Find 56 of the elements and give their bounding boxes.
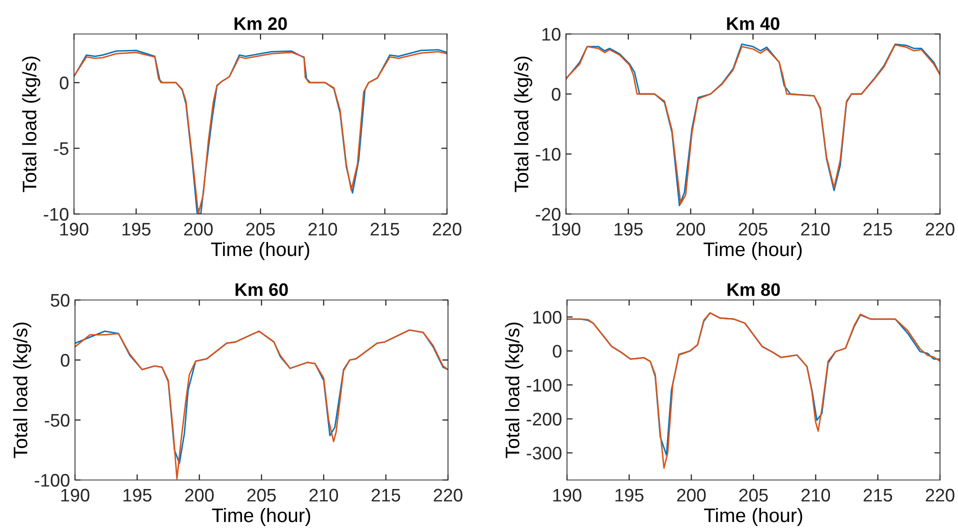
chart-title: Km 40 bbox=[727, 17, 780, 30]
x-tick-label: 195 bbox=[122, 222, 150, 236]
x-tick-label: 205 bbox=[246, 222, 275, 236]
x-tick-label: 220 bbox=[434, 488, 462, 502]
y-tick-label: 0 bbox=[552, 344, 562, 358]
x-tick-label: 210 bbox=[801, 222, 830, 236]
chart-title: Km 60 bbox=[236, 283, 288, 296]
y-tick-label: 0 bbox=[60, 76, 68, 90]
x-axis-title: Time (hour) bbox=[211, 242, 310, 260]
x-tick-label: 220 bbox=[926, 488, 954, 502]
x-tick-label: 215 bbox=[864, 222, 892, 236]
y-axis-title: Total load (kg/s) bbox=[505, 322, 524, 458]
x-axis-title: Time (hour) bbox=[704, 508, 802, 526]
x-tick-label: 220 bbox=[432, 222, 462, 236]
y-tick-label: -200 bbox=[526, 412, 562, 426]
x-axis-title: Time (hour) bbox=[212, 508, 310, 526]
x-tick-label: 210 bbox=[802, 488, 830, 502]
y-tick-label: -20 bbox=[536, 208, 560, 221]
x-tick-label: 210 bbox=[310, 488, 338, 502]
y-tick-label: 10 bbox=[542, 28, 560, 41]
x-tick-label: 215 bbox=[864, 488, 892, 502]
y-tick-label: -50 bbox=[44, 414, 70, 427]
y-axis-title: Total load (kg/s) bbox=[514, 56, 532, 192]
x-tick-label: 200 bbox=[676, 222, 706, 236]
x-tick-label: 190 bbox=[553, 488, 582, 502]
x-tick-label: 190 bbox=[61, 488, 90, 502]
x-tick-label: 210 bbox=[308, 222, 338, 236]
y-tick-label: -10 bbox=[44, 208, 68, 221]
x-tick-label: 205 bbox=[738, 222, 768, 236]
y-tick-label: 100 bbox=[533, 310, 562, 324]
x-tick-label: 190 bbox=[60, 222, 88, 236]
x-tick-label: 205 bbox=[739, 488, 768, 502]
y-tick-label: -10 bbox=[536, 148, 560, 161]
y-axis-title: Total load (kg/s) bbox=[22, 56, 40, 192]
y-tick-label: 50 bbox=[50, 294, 70, 307]
x-tick-label: 200 bbox=[184, 222, 213, 236]
x-tick-label: 200 bbox=[185, 488, 214, 502]
x-tick-label: 215 bbox=[372, 488, 400, 502]
x-tick-label: 220 bbox=[926, 222, 954, 236]
y-tick-label: -100 bbox=[34, 474, 70, 487]
y-tick-label: 0 bbox=[552, 88, 560, 101]
x-tick-label: 200 bbox=[677, 488, 706, 502]
x-axis-title: Time (hour) bbox=[704, 242, 802, 260]
chart-title: Km 80 bbox=[728, 283, 780, 296]
y-axis-title: Total load (kg/s) bbox=[13, 322, 32, 458]
x-tick-label: 190 bbox=[552, 222, 580, 236]
x-tick-label: 195 bbox=[614, 222, 643, 236]
x-tick-label: 205 bbox=[247, 488, 276, 502]
y-tick-label: -5 bbox=[54, 142, 68, 156]
y-tick-label: 0 bbox=[60, 354, 70, 367]
y-tick-label: -100 bbox=[526, 378, 562, 392]
x-tick-label: 195 bbox=[123, 488, 152, 502]
y-tick-label: -300 bbox=[526, 446, 562, 460]
x-tick-label: 215 bbox=[370, 222, 400, 236]
chart-title: Km 20 bbox=[234, 17, 287, 30]
x-tick-label: 195 bbox=[615, 488, 644, 502]
